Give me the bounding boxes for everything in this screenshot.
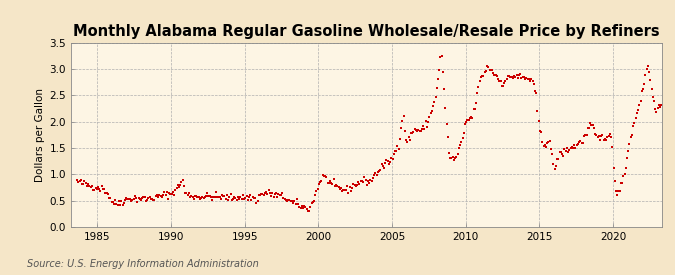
Y-axis label: Dollars per Gallon: Dollars per Gallon <box>35 88 45 182</box>
Text: Source: U.S. Energy Information Administration: Source: U.S. Energy Information Administ… <box>27 259 259 269</box>
Title: Monthly Alabama Regular Gasoline Wholesale/Resale Price by Refiners: Monthly Alabama Regular Gasoline Wholesa… <box>73 24 659 39</box>
